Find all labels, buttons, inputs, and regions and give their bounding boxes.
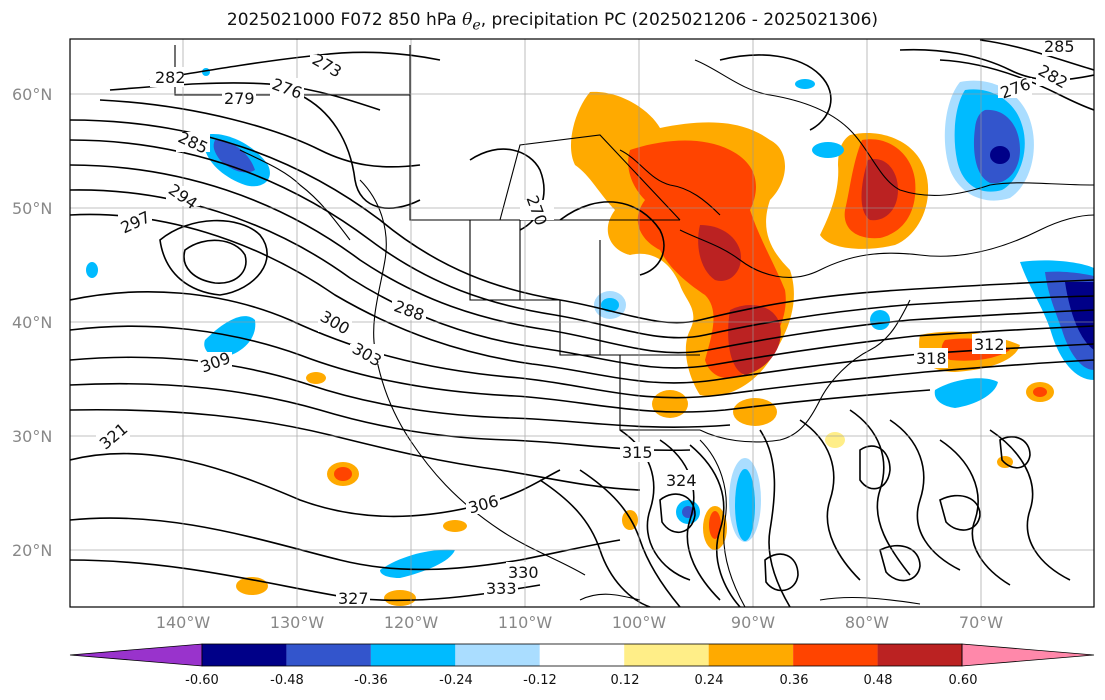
lon-label: 90°W (731, 613, 775, 632)
lat-label: 30°N (12, 427, 52, 446)
lon-label: 80°W (845, 613, 889, 632)
contour-labels: 282 276 279 273 285 294 297 270 288 300 … (96, 37, 1076, 608)
colorbar-segment (624, 644, 709, 666)
contour-label: 324 (666, 471, 697, 490)
contour-label: 282 (155, 68, 186, 87)
colorbar-segment (877, 644, 962, 666)
colorbar-label: 0.24 (695, 673, 724, 688)
lat-label: 20°N (12, 541, 52, 560)
lat-label: 60°N (12, 85, 52, 104)
lon-label: 130°W (270, 613, 325, 632)
colorbar-label: 0.60 (949, 673, 978, 688)
colorbar (69, 643, 1095, 667)
contour-label: 315 (622, 443, 653, 462)
colorbar-label: 0.36 (780, 673, 809, 688)
colorbar-segment (202, 644, 287, 666)
colorbar-segment (708, 644, 794, 666)
contour-label: 330 (508, 563, 539, 582)
colorbar-label: -0.36 (354, 673, 388, 688)
graticule (70, 39, 1094, 607)
longitude-labels: 140°W 130°W 120°W 110°W 100°W 90°W 80°W … (156, 613, 1003, 632)
contour-label: 279 (224, 89, 255, 108)
colorbar-label: 0.12 (611, 673, 640, 688)
map-title: 2025021000 F072 850 hPa θe, precipitatio… (226, 10, 879, 34)
contour-label: 312 (974, 335, 1005, 354)
contour-label: 285 (1044, 37, 1075, 56)
colorbar-extend-high (961, 643, 1095, 667)
lat-label: 40°N (12, 313, 52, 332)
map-frame (69, 38, 1095, 608)
contour-label: 327 (338, 589, 369, 608)
colorbar-segment (286, 644, 371, 666)
colorbar-outline (201, 643, 963, 667)
colorbar-extend-low (69, 643, 203, 667)
colorbar-segment (793, 644, 878, 666)
colorbar-label: 0.48 (864, 673, 893, 688)
colorbar-label: -0.24 (439, 673, 473, 688)
lon-label: 140°W (156, 613, 211, 632)
lon-label: 100°W (612, 613, 667, 632)
lon-label: 70°W (959, 613, 1003, 632)
map-panel: 282 276 279 273 285 294 297 270 288 300 … (70, 37, 1094, 608)
latitude-labels: 60°N 50°N 40°N 30°N 20°N (12, 85, 52, 560)
precip-shading (86, 68, 1094, 606)
lon-label: 110°W (498, 613, 553, 632)
theta-e-contours (70, 39, 1094, 607)
lat-label: 50°N (12, 199, 52, 218)
colorbar-segment (370, 644, 456, 666)
colorbar-segment (539, 644, 625, 666)
colorbar-label: -0.12 (523, 673, 557, 688)
colorbar-segment (455, 644, 540, 666)
colorbar-label: -0.48 (270, 673, 304, 688)
lon-label: 120°W (384, 613, 439, 632)
colorbar-label: -0.60 (185, 673, 219, 688)
contour-label: 318 (916, 349, 947, 368)
colorbar-labels: -0.60 -0.48 -0.36 -0.24 -0.12 0.12 0.24 … (185, 673, 977, 688)
contour-label: 333 (486, 579, 517, 598)
